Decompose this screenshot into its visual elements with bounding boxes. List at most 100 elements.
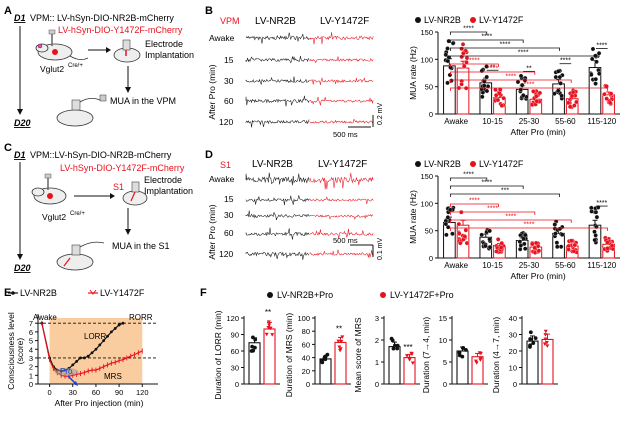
y-tick-label: 1 (29, 371, 33, 380)
x-tick-label: 60 (92, 388, 100, 397)
within-sig-stars: **** (560, 58, 571, 65)
significance-stars: ** (265, 308, 271, 317)
data-point (589, 72, 594, 77)
y-tick-label: 10 (509, 364, 517, 373)
data-point (553, 74, 559, 80)
panel-a-recording-setup (56, 94, 107, 127)
data-point (264, 332, 269, 337)
panel-d-axis-label: After Pro (min) (207, 204, 217, 259)
data-point (559, 232, 565, 237)
data-point (569, 93, 575, 99)
data-point (446, 38, 452, 44)
black-bracket (449, 47, 560, 51)
y-tick-label: 7 (29, 319, 33, 328)
panel-d-row-30: 30 (224, 210, 234, 220)
y-tick-label: 30 (509, 331, 517, 340)
panel-b-col2: LV-Y1472F (320, 16, 369, 27)
trace-row0-nr2b (245, 172, 310, 186)
panel-c-construct-2: LV-hSyn-DIO-Y1472F-mCherry (60, 163, 185, 173)
red-bracket-stars: **** (524, 82, 535, 89)
data-point (528, 330, 533, 335)
red-bracket-stars: **** (469, 198, 480, 205)
black-bracket (449, 31, 488, 35)
panel-e-lorr-label: LORR (84, 332, 106, 341)
data-point (447, 72, 453, 78)
data-point (555, 69, 561, 74)
data-point (566, 247, 571, 252)
x-axis-label: After Pro (min) (510, 271, 565, 281)
data-point (499, 240, 505, 246)
data-point (531, 341, 536, 346)
trace-row1-y1472f (309, 56, 374, 64)
y-tick-label: 100 (420, 199, 433, 208)
y-tick-label: 90 (231, 331, 239, 340)
data-point (553, 231, 558, 236)
x-tick-label: 0 (48, 388, 52, 397)
data-point (487, 228, 492, 234)
data-point (570, 89, 576, 95)
bar-LV-Y1472F+Pro (263, 328, 276, 385)
black-bracket-stars: **** (518, 50, 529, 57)
data-point (519, 82, 525, 88)
data-point (558, 81, 563, 86)
red-bracket-stars: **** (505, 214, 516, 221)
data-point (498, 245, 504, 250)
bar-LV-NR2B+Pro (388, 346, 401, 385)
data-point (593, 76, 599, 82)
panel-b-region: VPM (220, 16, 240, 26)
panel-d-row-15: 15 (224, 194, 234, 204)
panel-d-traces (245, 172, 374, 260)
y-tick-label: 0 (429, 254, 433, 263)
point-nr2b (102, 339, 106, 342)
data-point (457, 353, 462, 358)
panel-d-col2: LV-Y1472F (318, 159, 367, 170)
y-tick-label: 20 (509, 347, 517, 356)
x-tick-label: 115-120 (587, 261, 616, 270)
y-axis-label: Duration of MRS (min) (284, 313, 294, 398)
data-point (593, 81, 598, 86)
point-nr2b (75, 360, 79, 363)
data-point (567, 104, 573, 110)
data-point (552, 222, 557, 227)
data-point (450, 40, 456, 46)
point-nr2b (82, 356, 86, 360)
x-tick-label: 55-60 (555, 261, 576, 270)
data-point (484, 88, 490, 94)
data-point (565, 100, 571, 106)
panel-e-rorr-label: RORR (129, 313, 153, 322)
panel-e-letter: E (4, 287, 11, 299)
panel-f-legend-1: LV-NR2B+Pro (277, 290, 333, 300)
y-tick-label: 10 (439, 336, 447, 345)
data-point (461, 346, 466, 350)
data-point (449, 78, 454, 83)
x-tick-label: 55-60 (555, 117, 576, 126)
data-point (609, 243, 615, 249)
data-point (555, 244, 560, 250)
panel-c: C D1 VPM::LV-hSyn-DIO-NR2B-mCherry LV-hS… (4, 142, 193, 273)
y-axis-label: Mean score of MRS (353, 317, 363, 392)
within-sig-stars: ** (526, 65, 532, 72)
black-bracket-stars: **** (481, 180, 492, 187)
data-point (456, 221, 462, 227)
data-point (445, 80, 450, 86)
trace-row2-y1472f (309, 214, 374, 220)
data-point (515, 79, 521, 85)
data-point (533, 336, 538, 341)
y-tick-label: 0 (235, 380, 239, 389)
data-point (410, 361, 415, 366)
legend-label-nr2b: LV-NR2B (424, 15, 461, 25)
black-bracket (449, 177, 488, 181)
trace-row4-nr2b (245, 119, 310, 128)
data-point (267, 323, 272, 327)
data-point (395, 346, 400, 351)
data-point (444, 232, 449, 238)
red-bracket (449, 71, 536, 75)
data-point (473, 359, 478, 364)
red-bracket (449, 227, 609, 231)
panel-b: B VPM LV-NR2B LV-Y1472F Awake 15 30 60 1… (205, 5, 384, 139)
data-point (534, 94, 539, 99)
data-point (340, 335, 345, 339)
data-point (447, 207, 453, 213)
legend-dot-y1472f (470, 17, 476, 23)
